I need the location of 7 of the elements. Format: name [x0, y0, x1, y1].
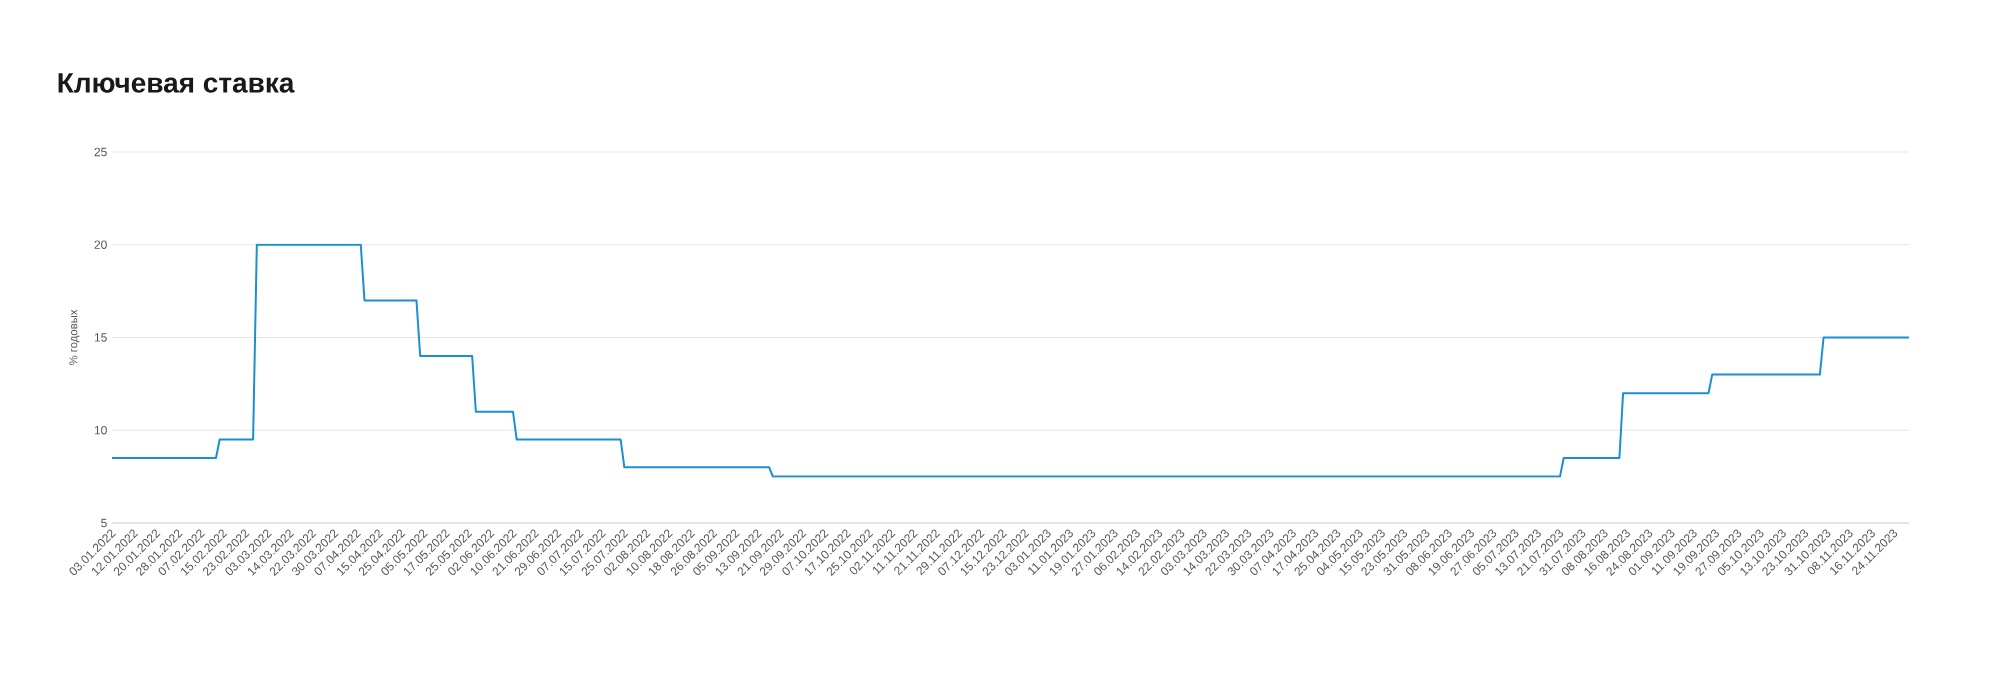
y-axis-title: % годовых	[69, 309, 80, 366]
y-tick-label: 15	[94, 333, 107, 342]
y-tick-label: 5	[101, 518, 107, 528]
chart-title: Ключевая ставка	[58, 73, 295, 93]
y-tick-label: 10	[94, 425, 107, 435]
y-tick-label: 25	[94, 147, 107, 157]
y-tick-label: 20	[94, 240, 107, 249]
